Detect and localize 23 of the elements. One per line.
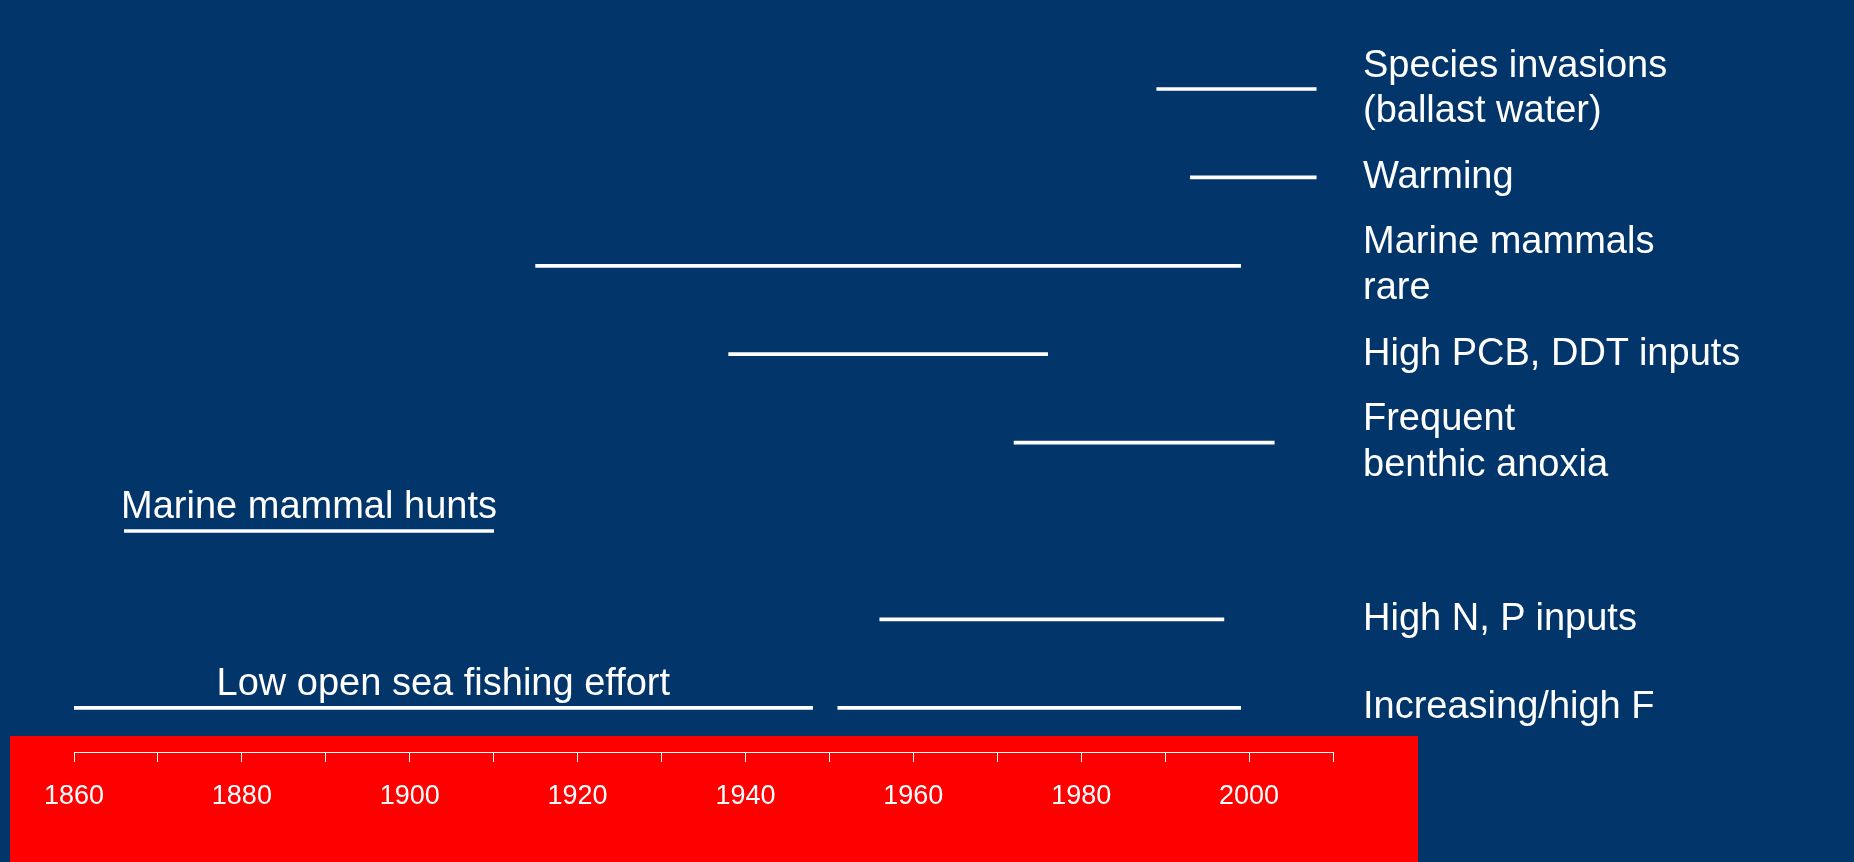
- x-tick-label: 1960: [883, 779, 944, 810]
- bar: [535, 263, 1241, 268]
- x-tick-label: 1980: [1051, 779, 1112, 810]
- bar: [74, 705, 813, 710]
- x-tick-label: 1940: [715, 779, 776, 810]
- bar: [124, 529, 494, 533]
- data-label: Marine mammal hunts: [121, 484, 497, 527]
- y-tick-label: Species invasions (ballast water): [1363, 42, 1668, 131]
- y-tick-label: Warming: [1363, 153, 1514, 196]
- x-tick-label: 1880: [211, 779, 272, 810]
- y-tick-label: Increasing/high F: [1363, 684, 1655, 727]
- data-label: Low open sea fishing effort: [216, 661, 671, 704]
- bar: [728, 352, 1048, 357]
- x-tick-label: 1900: [379, 779, 440, 810]
- x-tick-label: 1860: [43, 779, 105, 810]
- y-tick-label: Marine mammals rare: [1363, 219, 1655, 308]
- bar: [837, 705, 1241, 710]
- x-tick-label: 2000: [1219, 779, 1280, 810]
- y-tick-label: Frequent benthic anoxia: [1363, 396, 1609, 484]
- y-tick-label: High N, P inputs: [1363, 595, 1637, 638]
- y-tick-label: High PCB, DDT inputs: [1363, 330, 1741, 373]
- bar: [1156, 87, 1317, 91]
- x-tick-label: 1920: [547, 779, 608, 810]
